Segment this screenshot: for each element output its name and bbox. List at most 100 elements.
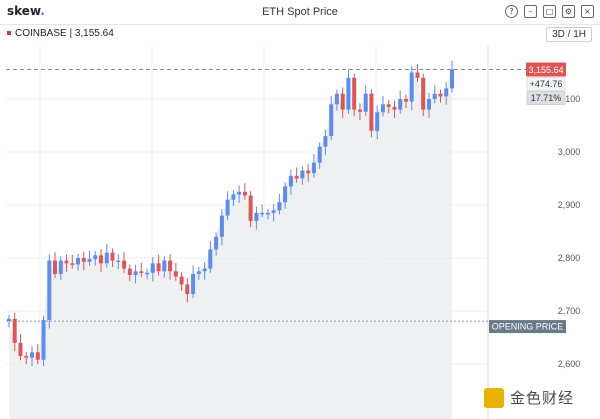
settings-icon[interactable]: ⚙ [562, 5, 575, 18]
candle [294, 175, 299, 179]
candle [231, 194, 236, 200]
candle [427, 99, 431, 110]
y-tick-label: 3,000 [558, 147, 581, 157]
candle [415, 72, 420, 78]
candle [277, 202, 282, 211]
candle [35, 352, 40, 360]
candle [392, 106, 397, 110]
change-box [526, 77, 566, 91]
help-icon[interactable]: ? [505, 5, 518, 18]
last-price-tag [526, 62, 566, 77]
y-tick-label: 2,700 [558, 306, 581, 316]
candle [288, 175, 293, 187]
candle [334, 93, 339, 105]
candle [179, 276, 184, 285]
exchange-text: COINBASE | 3,155.64 [15, 28, 114, 39]
candle [47, 260, 52, 320]
candle [99, 255, 103, 264]
candle [53, 260, 57, 274]
candle [398, 99, 403, 110]
candle [237, 191, 242, 195]
y-tick-label: 2,900 [558, 200, 581, 210]
candle [110, 252, 115, 261]
candle [76, 258, 80, 265]
candle [139, 271, 144, 273]
candle [162, 260, 167, 272]
candle [323, 136, 328, 147]
change-pct-box [526, 91, 566, 105]
candle [18, 342, 23, 357]
candle [409, 72, 414, 102]
close-icon[interactable]: × [581, 5, 594, 18]
candle [156, 263, 161, 272]
minimize-icon[interactable]: – [524, 5, 537, 18]
candle [104, 252, 109, 264]
watermark-text: 金色财经 [510, 390, 575, 407]
change-label: +474.76 [530, 79, 563, 89]
candle [432, 93, 437, 99]
candle [450, 69, 454, 89]
candle [363, 93, 368, 112]
y-tick-label: 2,800 [558, 253, 581, 263]
watermark: 金色财经 [484, 387, 574, 408]
maximize-icon[interactable]: □ [543, 5, 556, 18]
candle [242, 191, 247, 196]
candle [202, 268, 207, 272]
candle [87, 259, 92, 262]
chart-title: ETH Spot Price [262, 6, 338, 18]
candle [329, 104, 334, 137]
candle [357, 109, 362, 112]
candle [271, 210, 276, 213]
candle [122, 260, 127, 269]
candle [208, 249, 213, 269]
candle [444, 88, 449, 97]
candle [191, 273, 196, 294]
candle [421, 77, 426, 110]
candle [317, 146, 322, 163]
candle [145, 272, 150, 275]
change-pct-label: 17.71% [531, 93, 562, 103]
candle [24, 356, 29, 358]
candle [70, 263, 75, 265]
skew-logo: skew. [7, 4, 45, 18]
watermark-logo-icon [484, 387, 504, 408]
candle [438, 93, 443, 97]
candle [346, 77, 351, 110]
candle [116, 260, 121, 263]
candle [283, 186, 288, 203]
candle [340, 93, 345, 110]
y-tick-label: 2,600 [558, 359, 581, 369]
candle [219, 215, 224, 237]
candle [248, 195, 253, 221]
candle [254, 212, 259, 221]
candle [300, 170, 305, 179]
candle [30, 352, 34, 358]
candle [81, 258, 86, 262]
candle [352, 77, 357, 110]
header-bar: skew. ETH Spot Price ? – □ ⚙ × [0, 0, 600, 25]
candle [386, 104, 391, 107]
exchange-label: COINBASE | 3,155.64 [7, 28, 114, 39]
candle [306, 170, 311, 174]
logo-dot: . [40, 4, 45, 18]
candle [265, 212, 270, 215]
candle [404, 99, 408, 102]
candle [380, 104, 385, 113]
candle [214, 236, 219, 250]
price-area [9, 69, 452, 419]
y-tick-label: 3,100 [558, 94, 581, 104]
opening-price-label: OPENING PRICE [492, 322, 564, 332]
header-icons: ? – □ ⚙ × [505, 5, 594, 18]
last-price-label: 3,155.64 [528, 65, 563, 75]
candle [196, 271, 201, 274]
candle [173, 271, 178, 277]
timeframe-button[interactable]: 3D / 1H [546, 27, 592, 42]
candle [185, 284, 190, 294]
candle [7, 318, 11, 321]
candle [225, 199, 230, 216]
candle [41, 320, 46, 360]
candle [168, 260, 173, 272]
candle [150, 263, 155, 273]
candle [311, 162, 316, 174]
